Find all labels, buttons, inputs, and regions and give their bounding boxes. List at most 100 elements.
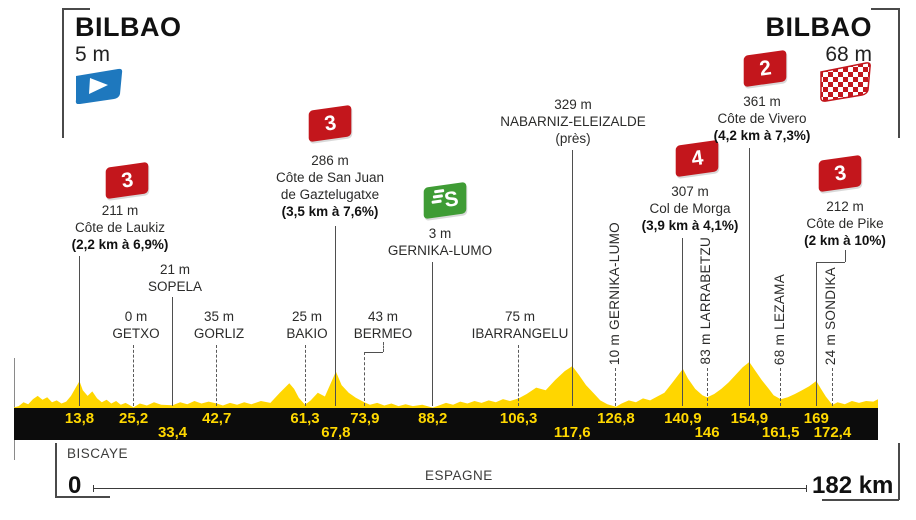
label-line: (2 km à 10%) — [804, 233, 886, 248]
label-line: 329 m — [554, 97, 592, 112]
label-line: 0 m — [124, 309, 148, 324]
marker-line — [815, 262, 817, 406]
label-line: Côte de San Juan — [275, 170, 385, 185]
climb-category-badge: 3 — [308, 104, 352, 143]
label-line: (près) — [555, 131, 591, 146]
country-label: ESPAGNE — [425, 468, 493, 483]
finish-altitude: 68 m — [825, 43, 872, 66]
label-line: Col de Morga — [649, 201, 731, 216]
marker-line-dashed — [831, 368, 833, 406]
label-line: 75 m — [504, 309, 535, 324]
climb-label: 361 m Côte de Vivero (4,2 km à 7,3%) — [714, 93, 811, 144]
marker-line — [571, 150, 573, 406]
label-line: IBARRANGELU — [471, 326, 569, 341]
region-label: BISCAYE — [67, 446, 129, 461]
km-tick-label: 146 — [694, 424, 720, 441]
marker-elbow-stub — [382, 342, 384, 352]
km-tick-label: 88,2 — [418, 410, 448, 427]
marker-line — [364, 352, 366, 406]
badge-text: 4 — [689, 146, 705, 171]
axis-tick-end — [806, 485, 807, 492]
marker-line — [335, 226, 337, 406]
town-vertical-label: 10 m GERNIKA-LUMO — [606, 221, 622, 365]
label-line: Côte de Laukiz — [74, 220, 166, 235]
label-line: 212 m — [826, 199, 864, 214]
frame-top-left-horizontal — [62, 8, 90, 10]
town-vertical-label: 68 m LEZAMA — [771, 273, 787, 365]
km-tick-label: 25,2 — [119, 410, 149, 427]
km-tick-label: 140,9 — [664, 410, 702, 427]
marker-line — [216, 345, 218, 406]
frame-top-left-vertical — [62, 8, 64, 138]
label-line: 286 m — [311, 153, 349, 168]
frame-bottom-right-vertical — [898, 443, 900, 500]
town-vertical-label: 24 m SONDIKA — [823, 266, 839, 365]
label-line: 21 m — [159, 262, 190, 277]
badge-text: S — [442, 187, 460, 212]
marker-elbow-horizontal — [816, 262, 845, 263]
summit-label: 329 m NABARNIZ-ELEIZALDE (près) — [500, 96, 646, 147]
label-line: de Gaztelugatxe — [280, 187, 380, 202]
label-line: GERNIKA-LUMO — [387, 243, 493, 258]
climb-category-badge: 3 — [818, 154, 862, 193]
frame-bottom-left-vertical — [55, 443, 57, 497]
badge-text: 3 — [832, 161, 848, 186]
climb-label: 212 m Côte de Pike (2 km à 10%) — [804, 198, 886, 249]
label-line: Côte de Vivero — [717, 111, 807, 126]
climb-label: 307 m Col de Morga (3,9 km à 4,1%) — [642, 183, 739, 234]
marker-line — [133, 345, 135, 406]
climb-label: 286 m Côte de San Juan de Gaztelugatxe (3,5… — [276, 152, 384, 220]
km-tick-label: 117,6 — [553, 424, 591, 441]
start-header: BILBAO 5 m — [75, 12, 182, 67]
km-tick-label: 42,7 — [202, 410, 232, 427]
km-tick-label: 126,8 — [597, 410, 635, 427]
label-line: (3,5 km à 7,6%) — [281, 204, 379, 219]
climb-category-badge: 4 — [675, 139, 719, 178]
label-line: NABARNIZ-ELEIZALDE — [500, 114, 646, 129]
label-line: 43 m — [367, 309, 399, 324]
climb-category-badge: 2 — [743, 49, 787, 88]
start-city: BILBAO — [75, 12, 182, 42]
label-line: (2,2 km à 6,9%) — [71, 237, 169, 252]
start-flag-icon — [74, 68, 124, 104]
km-tick-label: 73,9 — [350, 410, 380, 427]
marker-line — [304, 345, 306, 406]
label-line: (4,2 km à 7,3%) — [713, 128, 811, 143]
axis-end-label: 182 km — [812, 472, 894, 499]
label-line: GORLIZ — [193, 326, 245, 341]
label-line: BERMEO — [353, 326, 413, 341]
marker-line-dashed — [780, 368, 782, 406]
frame-top-right-vertical — [898, 8, 900, 138]
label-line: BAKIO — [286, 326, 328, 341]
marker-line — [748, 148, 750, 406]
marker-line-dashed — [615, 368, 617, 406]
town-label: 0 m GETXO — [112, 308, 159, 342]
frame-top-right-horizontal — [871, 8, 899, 10]
km-tick-label: 172,4 — [813, 424, 852, 441]
marker-elbow-horizontal — [364, 352, 383, 353]
label-line: (3,9 km à 4,1%) — [641, 218, 739, 233]
town-vertical-label: 83 m LARRABETZU — [698, 237, 714, 365]
town-label: 25 m BAKIO — [286, 308, 327, 342]
axis-start-label: 0 — [68, 472, 82, 499]
axis-line — [93, 488, 807, 489]
frame-bottom-left-horizontal — [55, 496, 110, 498]
label-line: 35 m — [203, 309, 235, 324]
frame-bottom-right-horizontal — [822, 499, 899, 501]
km-tick-label: 169 — [803, 410, 829, 427]
km-band — [14, 408, 878, 440]
town-label: 43 m BERMEO — [354, 308, 413, 342]
marker-line — [79, 256, 80, 406]
label-line: 361 m — [743, 94, 781, 109]
town-label: 21 m SOPELA — [148, 261, 202, 295]
badge-text: 3 — [322, 111, 338, 136]
town-label: 35 m GORLIZ — [194, 308, 244, 342]
finish-city: BILBAO — [765, 12, 872, 42]
climb-category-badge: 3 — [105, 161, 149, 200]
sprint-label: 3 m GERNIKA-LUMO — [388, 225, 492, 259]
marker-line-dashed — [706, 368, 708, 406]
km-tick-label: 61,3 — [290, 410, 320, 427]
